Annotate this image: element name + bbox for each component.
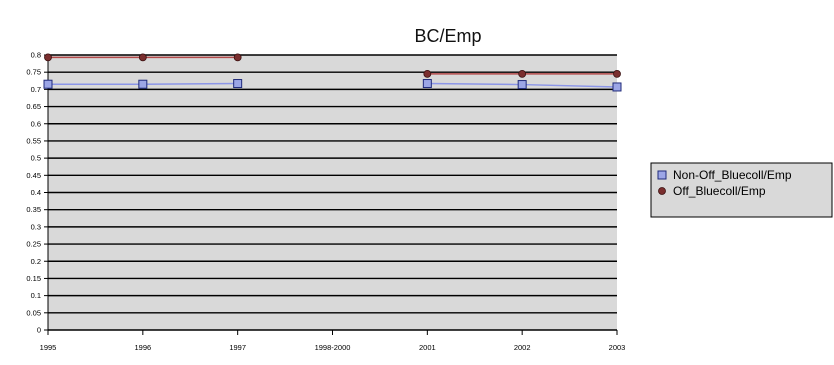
legend-box — [650, 162, 833, 218]
data-point — [517, 80, 527, 90]
data-point — [422, 79, 432, 89]
data-point — [613, 70, 621, 78]
series-layer — [43, 53, 622, 92]
y-tick-label: 0.8 — [31, 51, 41, 60]
axes: 0 0.05 0.1 0.15 0.2 0.25 0.3 0.35 0.4 0.45 0.5 0.55… — [26, 51, 625, 353]
y-tick-label: 0.1 — [31, 291, 41, 300]
y-tick-label: 0.5 — [31, 154, 41, 163]
y-tick-label: 0.15 — [26, 274, 41, 283]
data-point — [612, 82, 622, 92]
y-tick-label: 0.05 — [26, 308, 41, 317]
legend: Non-Off_Bluecoll/Emp Off_Bluecoll/Emp — [650, 162, 833, 218]
x-tick-label: 1995 — [40, 343, 57, 352]
x-tick-label: 2002 — [514, 343, 531, 352]
y-tick-label: 0 — [37, 326, 41, 335]
y-tick-label: 0.25 — [26, 240, 41, 249]
x-tick-label: 2003 — [609, 343, 626, 352]
data-point — [233, 79, 243, 89]
legend-marker — [657, 170, 667, 180]
x-tick-label: 1996 — [134, 343, 151, 352]
y-tick-label: 0.2 — [31, 257, 41, 266]
x-tick-label: 2001 — [419, 343, 436, 352]
data-point — [423, 70, 432, 78]
y-tick-label: 0.65 — [26, 102, 41, 111]
y-tick-label: 0.7 — [31, 85, 41, 94]
data-point — [138, 79, 148, 89]
legend-label: Non-Off_Bluecoll/Emp — [673, 168, 792, 182]
y-tick-label: 0.55 — [26, 136, 41, 145]
data-point — [233, 53, 242, 62]
x-tick-label: 1998-2000 — [315, 343, 351, 352]
data-point — [44, 53, 52, 62]
legend-marker — [658, 187, 666, 195]
chart-title: BC/Emp — [414, 26, 481, 46]
y-tick-label: 0.3 — [31, 222, 41, 231]
y-tick-label: 0.35 — [26, 205, 41, 214]
gridlines — [48, 54, 617, 331]
y-tick-label: 0.6 — [31, 119, 41, 128]
legend-label: Off_Bluecoll/Emp — [673, 184, 766, 198]
y-tick-label: 0.75 — [26, 68, 41, 77]
y-tick-label: 0.45 — [26, 171, 41, 180]
data-point — [43, 79, 53, 89]
data-point — [518, 70, 527, 78]
x-tick-label: 1997 — [229, 343, 246, 352]
y-tick-label: 0.4 — [31, 188, 41, 197]
data-point — [138, 53, 147, 62]
